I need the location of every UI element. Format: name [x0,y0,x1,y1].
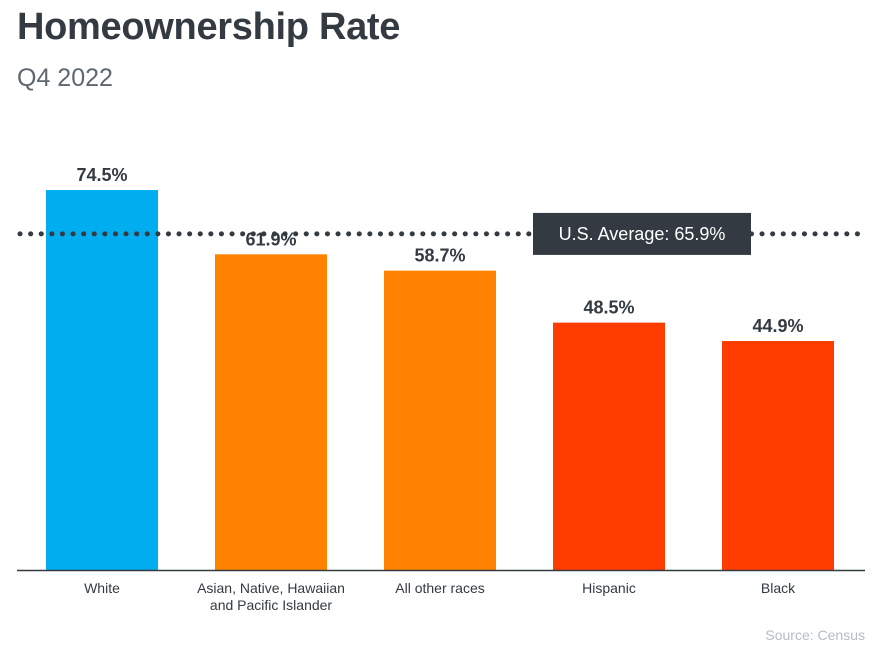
value-label-2: 61.9% [245,229,296,249]
average-label: U.S. Average: 65.9% [559,224,726,244]
category-label-2: Asian, Native, Hawaiian and Pacific Islan… [197,580,345,613]
chart-title: Homeownership Rate [17,6,401,48]
value-label-4: 48.5% [583,298,634,318]
source-note: Source: Census [765,627,865,643]
category-label-5: Black [761,580,796,596]
bar-5 [722,341,834,570]
value-label-1: 74.5% [76,165,127,185]
value-label-5: 44.9% [752,316,803,336]
average-label-box [533,212,751,255]
bar-1 [46,190,158,571]
bar-3 [384,270,496,570]
bar-2 [215,254,327,570]
value-label-3: 58.7% [414,246,465,266]
bar-4 [553,322,665,570]
category-label-1: White [84,580,120,596]
chart-subtitle: Q4 2022 [17,64,113,92]
category-label-3: All other races [395,580,484,596]
category-label-4: Hispanic [582,580,636,596]
